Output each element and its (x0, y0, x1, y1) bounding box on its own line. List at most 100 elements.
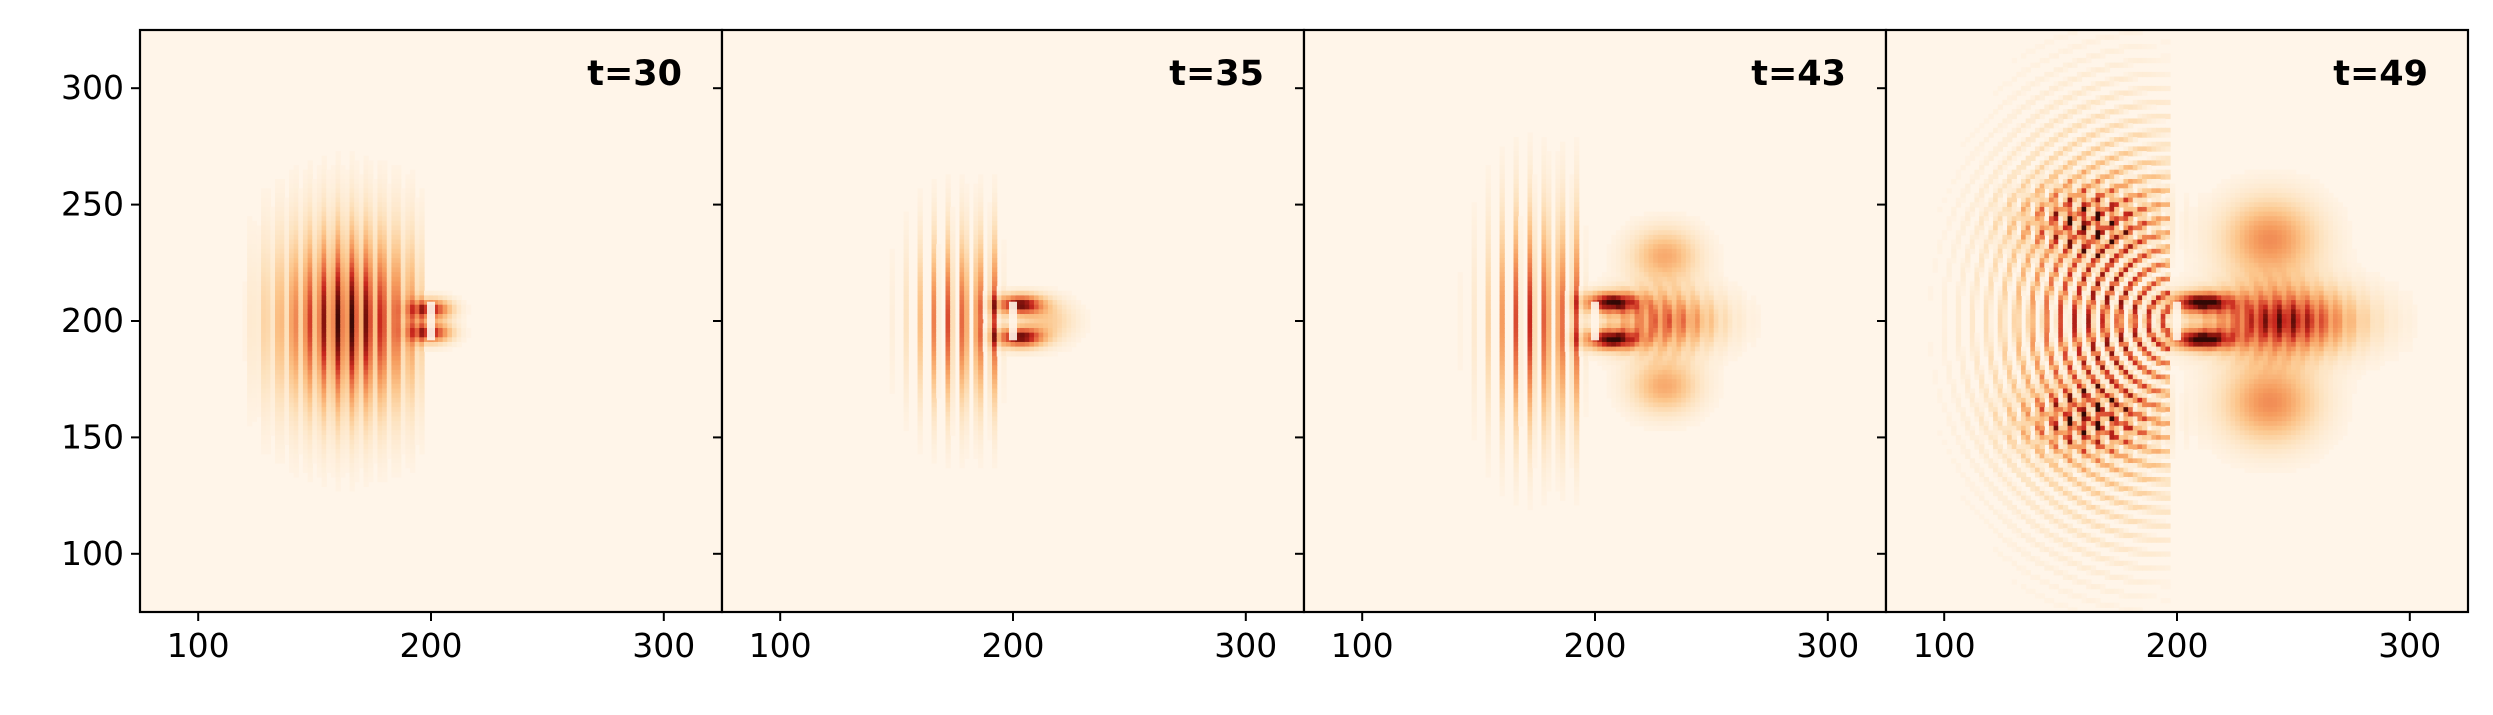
heat-cell (275, 333, 280, 338)
heat-cell (280, 323, 285, 328)
heat-cell (363, 165, 368, 170)
heat-cell (1518, 356, 1523, 361)
heat-cell (401, 449, 406, 454)
heat-cell (959, 458, 964, 463)
heat-cell (1081, 328, 1086, 333)
heat-cell (1546, 365, 1551, 370)
heat-cell (298, 319, 303, 324)
heat-cell (280, 449, 285, 454)
heat-cell (284, 267, 289, 272)
heat-cell (382, 421, 387, 426)
heat-cell (1011, 295, 1016, 300)
heat-cell (1565, 309, 1570, 314)
heat-cell (1001, 361, 1006, 366)
heat-cell (308, 435, 313, 440)
heat-cell (303, 323, 308, 328)
heat-cell (336, 314, 341, 319)
heat-cell (275, 356, 280, 361)
heat-cell (354, 444, 359, 449)
heat-cell (410, 249, 415, 254)
heat-cell (1020, 305, 1025, 310)
heat-cell (405, 244, 410, 249)
heat-cell (1635, 398, 1640, 403)
heat-cell (1625, 300, 1630, 305)
heat-cell (322, 212, 327, 217)
heat-cell (298, 235, 303, 240)
heat-cell (336, 379, 341, 384)
heat-cell (1001, 309, 1006, 314)
heat-cell (350, 179, 355, 184)
heat-cell (978, 323, 983, 328)
heat-cell (405, 286, 410, 291)
heat-cell (247, 333, 252, 338)
heat-cell (1057, 337, 1062, 342)
heat-cell (1635, 226, 1640, 231)
heat-cell (959, 323, 964, 328)
heat-cell (918, 235, 923, 240)
heat-cell (275, 277, 280, 282)
heat-cell (992, 379, 997, 384)
heat-cell (904, 389, 909, 394)
heat-cell (1001, 379, 1006, 384)
heat-cell (368, 277, 373, 282)
heat-cell (261, 267, 266, 272)
heat-cell (252, 370, 257, 375)
heat-cell (1518, 216, 1523, 221)
heat-cell (1500, 402, 1505, 407)
heat-cell (1541, 184, 1546, 189)
heat-cell (1527, 482, 1532, 487)
heat-cell (1541, 454, 1546, 459)
heat-cell (1486, 291, 1491, 296)
heat-cell (331, 337, 336, 342)
heat-cell (396, 337, 401, 342)
heat-cell (433, 347, 438, 352)
heat-cell (1630, 221, 1635, 226)
heat-cell (317, 440, 322, 445)
heat-cell (978, 444, 983, 449)
heat-cell (382, 305, 387, 310)
heat-cell (354, 267, 359, 272)
heat-cell (391, 249, 396, 254)
heat-cell (1514, 342, 1519, 347)
heat-cell (1541, 389, 1546, 394)
heat-cell (326, 314, 331, 319)
heat-cell (959, 244, 964, 249)
heat-cell (1630, 356, 1635, 361)
heat-cell (401, 286, 406, 291)
heat-cell (340, 207, 345, 212)
heat-cell (1649, 249, 1654, 254)
heat-cell (959, 347, 964, 352)
heat-cell (1574, 328, 1579, 333)
heat-cell (340, 319, 345, 324)
heat-cell (289, 300, 294, 305)
heat-cell (1574, 421, 1579, 426)
heat-cell (1025, 328, 1030, 333)
heat-cell (1518, 277, 1523, 282)
heat-cell (359, 319, 364, 324)
heat-cell (1001, 384, 1006, 389)
heat-cell (1611, 314, 1616, 319)
heat-cell (932, 253, 937, 258)
heat-cell (447, 333, 452, 338)
heat-cell (396, 449, 401, 454)
heat-cell (322, 174, 327, 179)
heat-cell (1062, 333, 1067, 338)
heat-cell (261, 221, 266, 226)
heat-cell (284, 347, 289, 352)
heat-cell (1043, 309, 1048, 314)
heat-cell (959, 202, 964, 207)
panel-1 (722, 30, 1304, 612)
heat-cell (261, 249, 266, 254)
heat-cell (289, 221, 294, 226)
heat-cell (308, 277, 313, 282)
heat-cell (1486, 165, 1491, 170)
heat-cell (1583, 309, 1588, 314)
heat-cell (443, 342, 448, 347)
heat-cell (1076, 337, 1081, 342)
heat-cell (1541, 202, 1546, 207)
heat-cell (1583, 244, 1588, 249)
heat-cell (1043, 286, 1048, 291)
heat-cell (373, 198, 378, 203)
heat-cell (1616, 347, 1621, 352)
heat-cell (377, 342, 382, 347)
